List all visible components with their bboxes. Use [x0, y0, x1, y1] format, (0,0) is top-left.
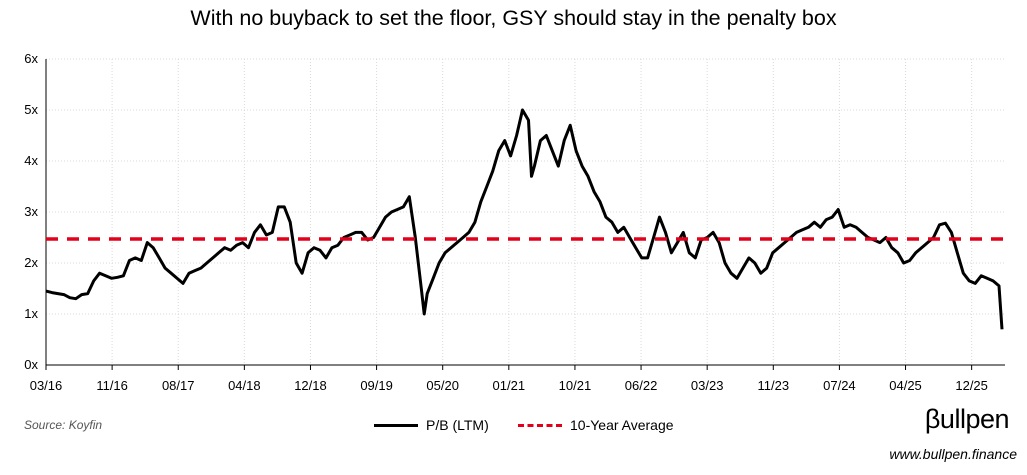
chart-axes	[45, 59, 1005, 366]
x-tick-label: 01/21	[493, 378, 526, 393]
y-tick-label: 2x	[24, 255, 38, 270]
x-tick-label: 05/20	[426, 378, 459, 393]
x-tick-label: 09/19	[360, 378, 393, 393]
y-tick-label: 4x	[24, 153, 38, 168]
legend-swatch-pb	[374, 423, 418, 427]
x-tick-label: 10/21	[559, 378, 592, 393]
y-axis-ticks: 0x 1x 2x 3x 4x 5x 6x	[24, 51, 38, 372]
x-axis-ticks: 03/16 11/16 08/17 04/18 12/18 09/19 05/20 01/21…	[30, 365, 988, 393]
legend-label-pb: P/B (LTM)	[426, 417, 489, 433]
legend-item-pb: P/B (LTM)	[374, 417, 489, 433]
legend-swatch-average	[518, 423, 562, 427]
legend-item-average: 10-Year Average	[518, 417, 674, 433]
y-tick-label: 5x	[24, 102, 38, 117]
x-tick-label: 04/18	[228, 378, 261, 393]
source-note: Source: Koyfin	[24, 418, 103, 432]
y-tick-label: 6x	[24, 51, 38, 66]
y-tick-label: 0x	[24, 357, 38, 372]
chart-legend: P/B (LTM) 10-Year Average	[0, 417, 1027, 437]
y-tick-label: 3x	[24, 204, 38, 219]
x-tick-label: 03/23	[691, 378, 724, 393]
chart-plot-area: 0x 1x 2x 3x 4x 5x 6x 03/16 11/16 08/17 04/18 12/18…	[24, 51, 1005, 393]
brand-logo: βullpen	[924, 404, 1010, 434]
chart-series	[45, 108, 1005, 330]
x-tick-label: 12/18	[294, 378, 327, 393]
x-tick-label: 04/25	[889, 378, 922, 393]
x-tick-label: 03/16	[30, 378, 63, 393]
x-tick-label: 07/24	[823, 378, 856, 393]
legend-label-average: 10-Year Average	[570, 417, 674, 433]
x-tick-label: 12/25	[955, 378, 988, 393]
x-tick-label: 06/22	[625, 378, 658, 393]
x-tick-label: 11/16	[96, 378, 128, 393]
y-tick-label: 1x	[24, 306, 38, 321]
series-pb-ltm	[45, 108, 1004, 330]
x-tick-label: 11/23	[758, 378, 790, 393]
website-link[interactable]: www.bullpen.finance	[889, 446, 1017, 462]
chart-title: With no buyback to set the floor, GSY sh…	[190, 6, 837, 30]
chart-grid	[46, 58, 1005, 365]
x-tick-label: 08/17	[162, 378, 195, 393]
